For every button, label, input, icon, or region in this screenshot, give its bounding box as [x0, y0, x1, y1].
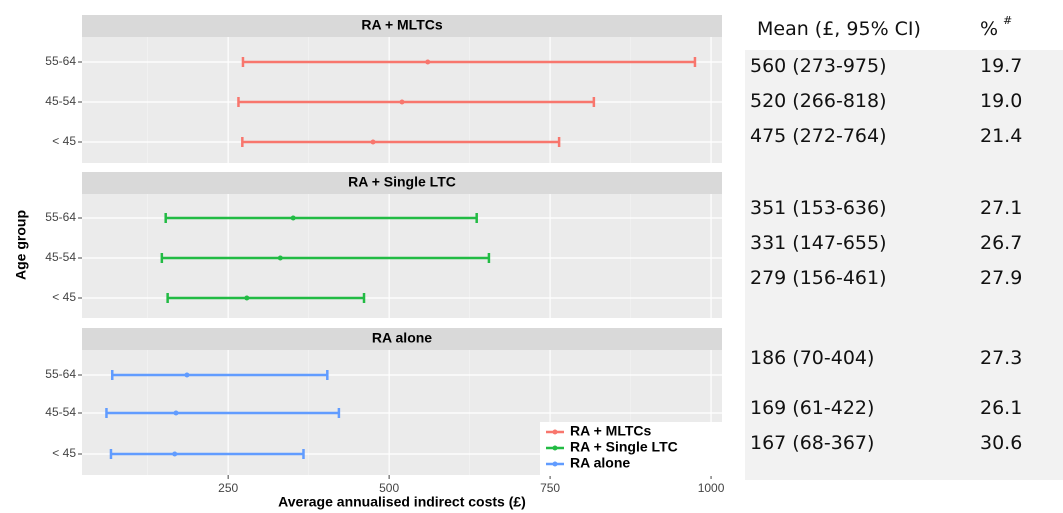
table: Mean (£, 95% CI)% #560 (273-975) 19.7 520 (…: [745, 0, 1063, 480]
facet-strip: [82, 172, 722, 194]
header-cell: %: [980, 18, 999, 40]
table-cell: 21.4: [980, 125, 1023, 147]
header-note: #: [1003, 14, 1013, 27]
table-cell: 169 (61-422): [750, 397, 875, 419]
point: [173, 410, 179, 416]
table-cell: 26.1: [980, 397, 1023, 419]
header-cell: Mean (£, 95% CI): [757, 18, 921, 40]
point: [172, 451, 178, 457]
legend-box: [540, 422, 722, 476]
facet-title: RA alone: [372, 330, 432, 346]
point: [184, 372, 190, 378]
table-cell: 27.9: [980, 267, 1023, 289]
legend-label: RA + MLTCs: [570, 423, 651, 439]
y-tick-label: 45-54: [45, 405, 76, 419]
header-band: [745, 0, 1063, 50]
y-tick-label: < 45: [52, 446, 76, 460]
y-tick-label: 45-54: [45, 94, 76, 108]
table-cell: 331 (147-655): [750, 232, 887, 254]
table-cell: 520 (266-818): [750, 90, 887, 112]
y-axis-title: Age group: [13, 210, 29, 280]
legend-label: RA alone: [570, 455, 630, 471]
point: [244, 295, 250, 301]
x-tick-label: 750: [540, 481, 560, 495]
table-cell: 26.7: [980, 232, 1023, 254]
y-tick-label: 45-54: [45, 250, 76, 264]
table-cell: 351 (153-636): [750, 197, 887, 219]
table-cell: 475 (272-764): [750, 125, 887, 147]
x-tick-label: 500: [379, 481, 399, 495]
point: [277, 255, 283, 261]
point: [425, 59, 431, 65]
x-tick-label: 250: [218, 481, 238, 495]
facet-strip: [82, 328, 722, 350]
table-cell: 560 (273-975): [750, 55, 887, 77]
legend-label: RA + Single LTC: [570, 439, 678, 455]
table-cell: 27.1: [980, 197, 1023, 219]
point: [399, 99, 405, 105]
legend-dot: [552, 429, 558, 435]
table-cell: 167 (68-367): [750, 432, 875, 454]
table-cell: 186 (70-404): [750, 347, 875, 369]
point: [370, 139, 376, 145]
y-tick-label: 55-64: [45, 367, 76, 381]
table-cell: 19.0: [980, 90, 1023, 112]
table-cell: 27.3: [980, 347, 1023, 369]
y-tick-label: 55-64: [45, 54, 76, 68]
table-cell: 30.6: [980, 432, 1023, 454]
panel: [82, 194, 722, 318]
x-axis-title: Average annualised indirect costs (£): [278, 494, 526, 510]
table-cell: 279 (156-461): [750, 267, 887, 289]
legend-dot: [552, 445, 558, 451]
y-tick-label: < 45: [52, 134, 76, 148]
y-tick-label: 55-64: [45, 210, 76, 224]
facet-title: RA + Single LTC: [348, 174, 456, 190]
chart: Age group Average annualised indirect co…: [13, 15, 725, 510]
table-cell: 19.7: [980, 55, 1023, 77]
x-tick-label: 1000: [698, 481, 725, 495]
y-tick-label: < 45: [52, 290, 76, 304]
point: [290, 215, 296, 221]
facet-strip: [82, 15, 722, 37]
facet-title: RA + MLTCs: [361, 17, 442, 33]
legend-dot: [552, 461, 558, 467]
